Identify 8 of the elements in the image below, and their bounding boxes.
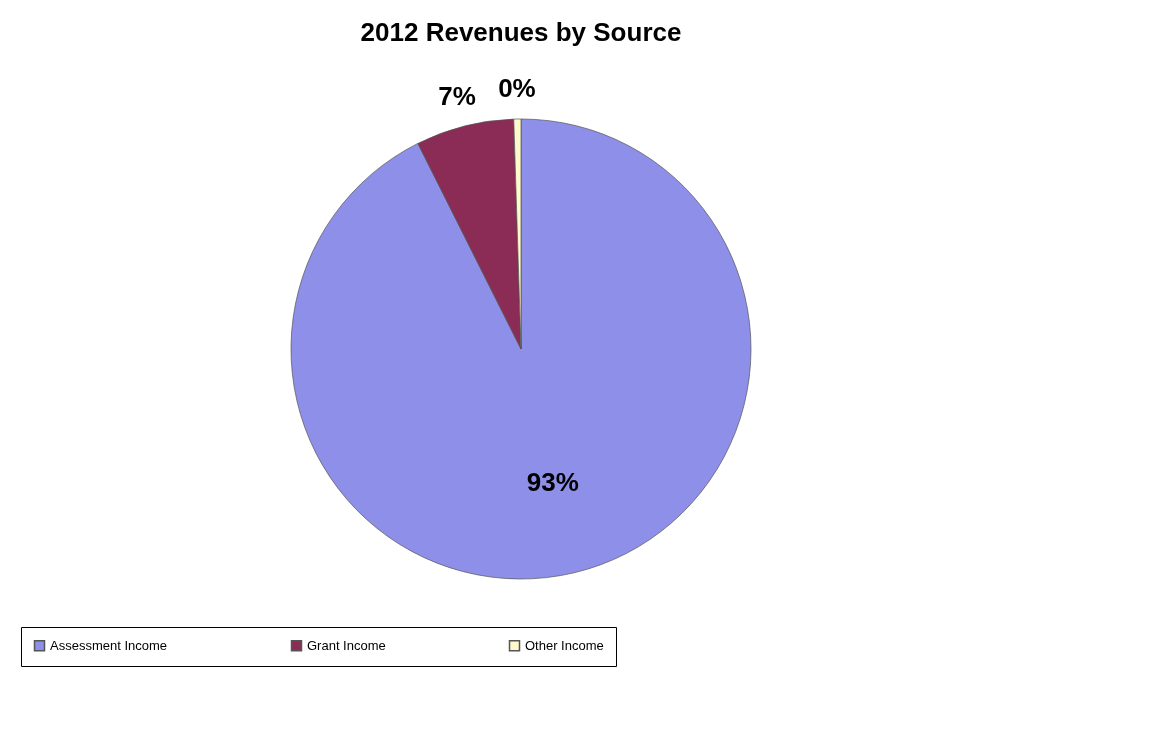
data-label: 93% (526, 467, 579, 498)
legend-label: Assessment Income (50, 637, 168, 653)
legend-label: Other Income (525, 637, 604, 653)
data-label: 7% (438, 80, 476, 111)
pie-slice (291, 118, 752, 580)
chart-title: 2012 Revenues by Source (360, 17, 682, 48)
data-label: 0% (498, 73, 536, 104)
legend-label: Grant Income (307, 637, 386, 653)
